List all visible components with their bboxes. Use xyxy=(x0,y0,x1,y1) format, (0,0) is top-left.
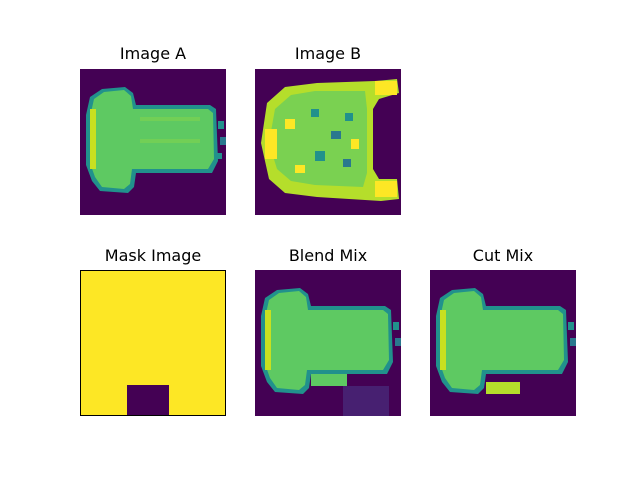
panel-title: Cut Mix xyxy=(472,246,534,265)
image-a-view xyxy=(80,69,226,215)
panel-title: Blend Mix xyxy=(288,246,368,265)
panel-title: Mask Image xyxy=(104,246,202,265)
panel-title: Image B xyxy=(294,44,362,63)
mask-image-view xyxy=(80,270,226,416)
blend-mix-view xyxy=(255,270,401,416)
cut-mix-view xyxy=(430,270,576,416)
panel-title: Image A xyxy=(119,44,187,63)
image-b-view xyxy=(255,69,401,215)
